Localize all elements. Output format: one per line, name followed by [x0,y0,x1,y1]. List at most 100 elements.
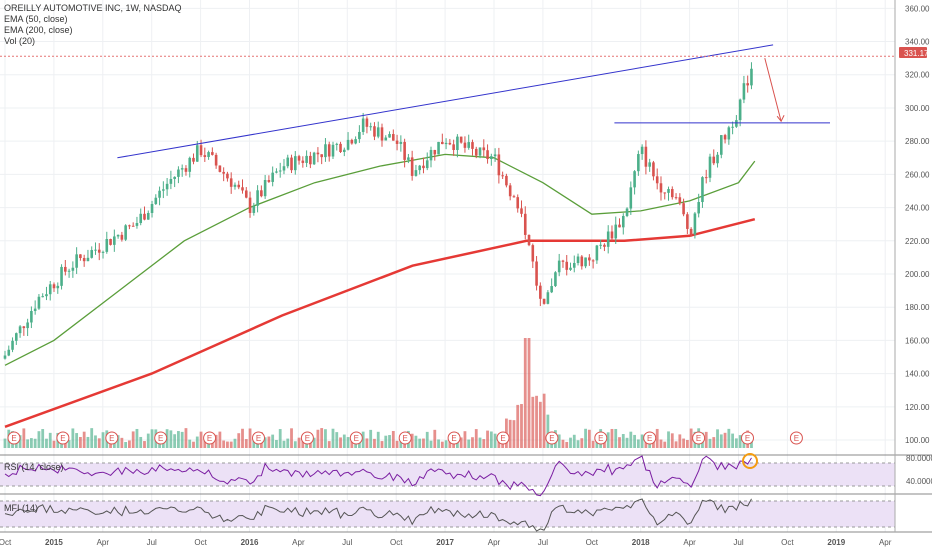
earnings-marker-icon[interactable] [105,431,119,445]
volume-bar [610,428,614,448]
price-tick-label: 180.00 [905,303,930,312]
candle-body [403,141,406,160]
candle-body [252,205,256,213]
volume-bar [425,431,429,448]
earnings-marker-icon[interactable] [545,431,559,445]
candle-body [425,160,429,169]
earnings-marker-icon[interactable] [447,431,461,445]
volume-bar [369,429,373,448]
volume-bar [71,428,75,448]
volume-bar [237,433,241,448]
earnings-marker-icon[interactable] [154,431,168,445]
volume-bar [143,441,146,448]
candle-body [105,239,109,252]
volume-legend[interactable]: Vol (20) [4,36,36,46]
volume-bar [414,435,418,448]
candle-body [433,149,437,155]
volume-bar [663,441,667,448]
candle-body [678,197,682,204]
candle-body [94,249,97,251]
volume-bar [463,431,467,448]
volume-bar [738,435,742,448]
candle-body [26,322,29,329]
volume-bar [486,430,489,448]
volume-bar [316,429,320,448]
candle-body [599,244,602,246]
ascending-trendline[interactable] [117,44,774,159]
candle-body [286,157,290,167]
price-axis[interactable]: 100.00 120.00 140.00 160.00 180.00 200.00 220.… [905,4,930,445]
symbol-title[interactable]: OREILLY AUTOMOTIVE INC, 1W, NASDAQ [4,3,182,13]
earnings-marker-icon[interactable] [300,431,314,445]
volume-bar [37,431,41,448]
candle-body [195,145,199,162]
candle-body [561,260,565,262]
candle-body [214,154,218,166]
volume-bar [139,436,143,448]
earnings-marker-icon[interactable] [252,431,265,445]
candle-body [704,177,708,179]
candle-body [320,154,323,158]
candle-body [512,196,516,198]
volume-bar [278,429,282,448]
volume-bar [512,420,516,448]
earnings-marker-icon[interactable] [643,431,657,445]
earnings-marker-icon[interactable] [692,431,706,445]
earnings-marker-icon[interactable] [56,431,70,445]
candle-body [139,213,143,224]
volume-bar [670,433,674,448]
volume-bar [45,438,48,448]
volume-bar [508,419,512,448]
projection-arrow[interactable] [764,58,782,122]
volume-bar [271,434,275,448]
volume-bar [576,440,580,448]
candle-body [376,127,380,137]
candle-body [82,258,86,262]
earnings-marker-icon[interactable] [594,431,608,445]
volume-bar [591,440,595,448]
time-tick-label: Apr [488,538,501,547]
earnings-marker-icon[interactable] [7,431,21,445]
rsi-highlight-circle [742,453,758,469]
candle-body [655,176,659,184]
candle-body [184,168,188,172]
earnings-marker-label: E [305,434,310,443]
candle-body [392,134,395,141]
volume-bar [79,436,82,448]
time-tick-label: 2015 [45,538,63,547]
candle-body [520,208,523,214]
last-price-badge [899,47,927,58]
earnings-marker-icon[interactable] [496,431,510,445]
earnings-marker-icon[interactable] [349,431,363,445]
volume-bar [629,431,633,448]
volume-bar [391,430,395,448]
candle-body [229,178,233,187]
volume-bar [282,440,286,448]
ema50-legend[interactable]: EMA (50, close) [4,14,68,24]
time-axis[interactable]: Oct 2015 Apr Jul Oct 2016 Apr Jul Oct 2017 Apr Jul O… [0,538,892,547]
volume-bar [301,438,305,448]
volume-bar [478,437,482,448]
mfi-label: MFI (14) [4,503,38,513]
candle-body [459,136,463,143]
volume-bar [584,428,587,448]
earnings-marker-icon[interactable] [789,431,803,445]
candle-body [418,165,421,171]
volume-bar [557,434,561,448]
volume-bar [527,338,531,448]
ema200-legend[interactable]: EMA (200, close) [4,25,73,35]
candle-body [682,203,685,215]
volume-bar [26,439,30,448]
candle-body [659,183,663,193]
candle-body [591,260,595,262]
candle-body [508,185,512,197]
earnings-marker-icon[interactable] [398,431,412,445]
earnings-marker-icon[interactable] [741,431,754,445]
volume-bar [222,440,226,448]
earnings-marker-icon[interactable] [203,431,217,445]
earnings-marker-label: E [451,434,456,443]
candle-body [343,149,346,152]
candle-body [143,213,146,220]
